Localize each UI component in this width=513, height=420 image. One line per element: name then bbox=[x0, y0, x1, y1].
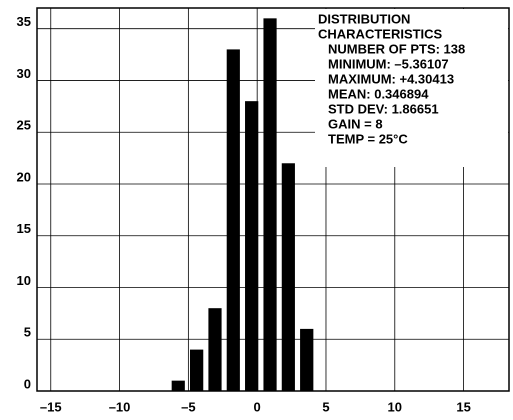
y-tick-label: 20 bbox=[17, 169, 31, 184]
bar bbox=[245, 101, 259, 391]
annotation-line: MAXIMUM: +4.30413 bbox=[328, 71, 454, 86]
annotation-line: MINIMUM: –5.36107 bbox=[328, 56, 449, 71]
y-tick-label: 0 bbox=[24, 376, 31, 391]
y-tick-label: 15 bbox=[17, 221, 31, 236]
annotation-title: CHARACTERISTICS bbox=[318, 26, 443, 41]
x-tick-label: 5 bbox=[322, 399, 329, 414]
bar bbox=[189, 349, 204, 391]
bar bbox=[281, 163, 295, 391]
x-tick-label: 15 bbox=[456, 399, 470, 414]
x-tick-label: 0 bbox=[254, 399, 261, 414]
bar bbox=[263, 18, 277, 392]
annotation-line: MEAN: 0.346894 bbox=[328, 86, 429, 101]
annotation-line: TEMP = 25°C bbox=[328, 131, 408, 146]
bar bbox=[171, 380, 185, 391]
y-tick-label: 35 bbox=[17, 14, 31, 29]
y-tick-label: 30 bbox=[17, 66, 31, 81]
y-tick-label: 5 bbox=[24, 325, 31, 340]
annotation-line: STD DEV: 1.86651 bbox=[328, 101, 439, 116]
bar bbox=[300, 328, 314, 391]
bar bbox=[208, 308, 222, 391]
annotation-line: GAIN = 8 bbox=[328, 116, 383, 131]
annotation-box bbox=[315, 9, 508, 167]
y-tick-label: 25 bbox=[17, 118, 31, 133]
x-tick-label: 10 bbox=[388, 399, 402, 414]
x-tick-label: –5 bbox=[181, 399, 195, 414]
y-tick-label: 10 bbox=[17, 273, 31, 288]
annotation-title: DISTRIBUTION bbox=[318, 11, 410, 26]
annotation-line: NUMBER OF PTS: 138 bbox=[328, 41, 465, 56]
bar bbox=[226, 49, 240, 392]
x-tick-label: –15 bbox=[40, 399, 62, 414]
x-tick-label: –10 bbox=[109, 399, 131, 414]
